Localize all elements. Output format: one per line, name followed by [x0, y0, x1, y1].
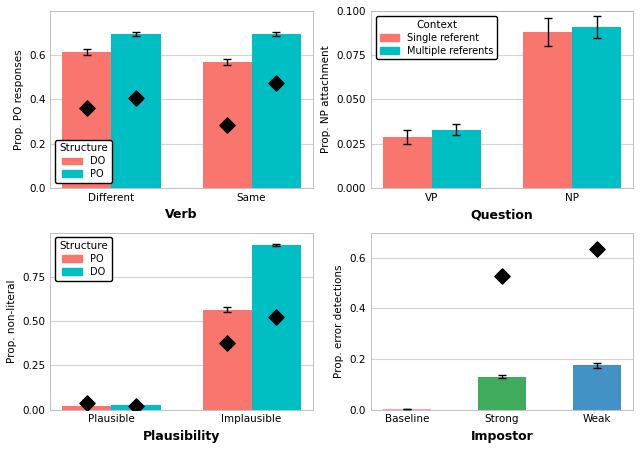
Bar: [573, 365, 621, 410]
Bar: [62, 406, 111, 410]
X-axis label: Plausibility: Plausibility: [143, 430, 220, 443]
Point: [222, 340, 232, 347]
X-axis label: Impostor: Impostor: [470, 430, 533, 443]
Bar: [111, 405, 161, 410]
Y-axis label: Prop. non-literal: Prop. non-literal: [7, 279, 17, 363]
Point: [82, 399, 92, 406]
Bar: [478, 377, 526, 410]
Bar: [383, 137, 432, 188]
Legend: DO, PO: DO, PO: [55, 140, 112, 183]
Bar: [523, 32, 572, 188]
Bar: [202, 62, 252, 188]
X-axis label: Verb: Verb: [165, 208, 198, 221]
Point: [82, 105, 92, 112]
Point: [222, 122, 232, 129]
Point: [131, 95, 141, 102]
Point: [497, 272, 507, 279]
Legend: PO, DO: PO, DO: [55, 238, 112, 281]
Point: [592, 245, 602, 252]
Bar: [62, 52, 111, 188]
Legend: Single referent, Multiple referents: Single referent, Multiple referents: [376, 16, 497, 59]
Y-axis label: Prop. PO responses: Prop. PO responses: [13, 49, 24, 150]
Point: [131, 402, 141, 410]
Bar: [202, 310, 252, 410]
Bar: [572, 27, 621, 188]
Bar: [432, 130, 481, 188]
Bar: [252, 34, 301, 188]
Bar: [111, 34, 161, 188]
X-axis label: Question: Question: [470, 208, 533, 221]
Bar: [252, 245, 301, 410]
Bar: [383, 409, 431, 410]
Y-axis label: Prop. error detections: Prop. error detections: [334, 264, 344, 378]
Y-axis label: Prop. NP attachment: Prop. NP attachment: [321, 45, 331, 153]
Point: [271, 313, 281, 320]
Point: [271, 79, 281, 86]
